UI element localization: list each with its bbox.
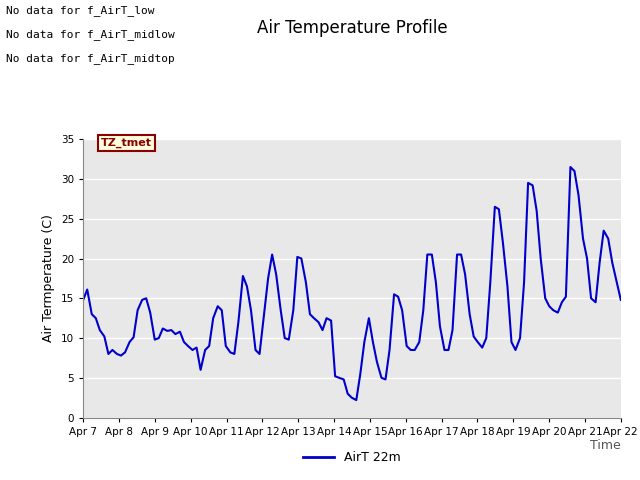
Text: TZ_tmet: TZ_tmet: [101, 138, 152, 148]
Text: No data for f_AirT_midlow: No data for f_AirT_midlow: [6, 29, 175, 40]
Text: No data for f_AirT_low: No data for f_AirT_low: [6, 5, 155, 16]
Y-axis label: Air Termperature (C): Air Termperature (C): [42, 215, 56, 342]
Text: No data for f_AirT_midtop: No data for f_AirT_midtop: [6, 53, 175, 64]
Legend: AirT 22m: AirT 22m: [298, 446, 406, 469]
Text: Time: Time: [590, 439, 621, 452]
Text: Air Temperature Profile: Air Temperature Profile: [257, 19, 447, 37]
